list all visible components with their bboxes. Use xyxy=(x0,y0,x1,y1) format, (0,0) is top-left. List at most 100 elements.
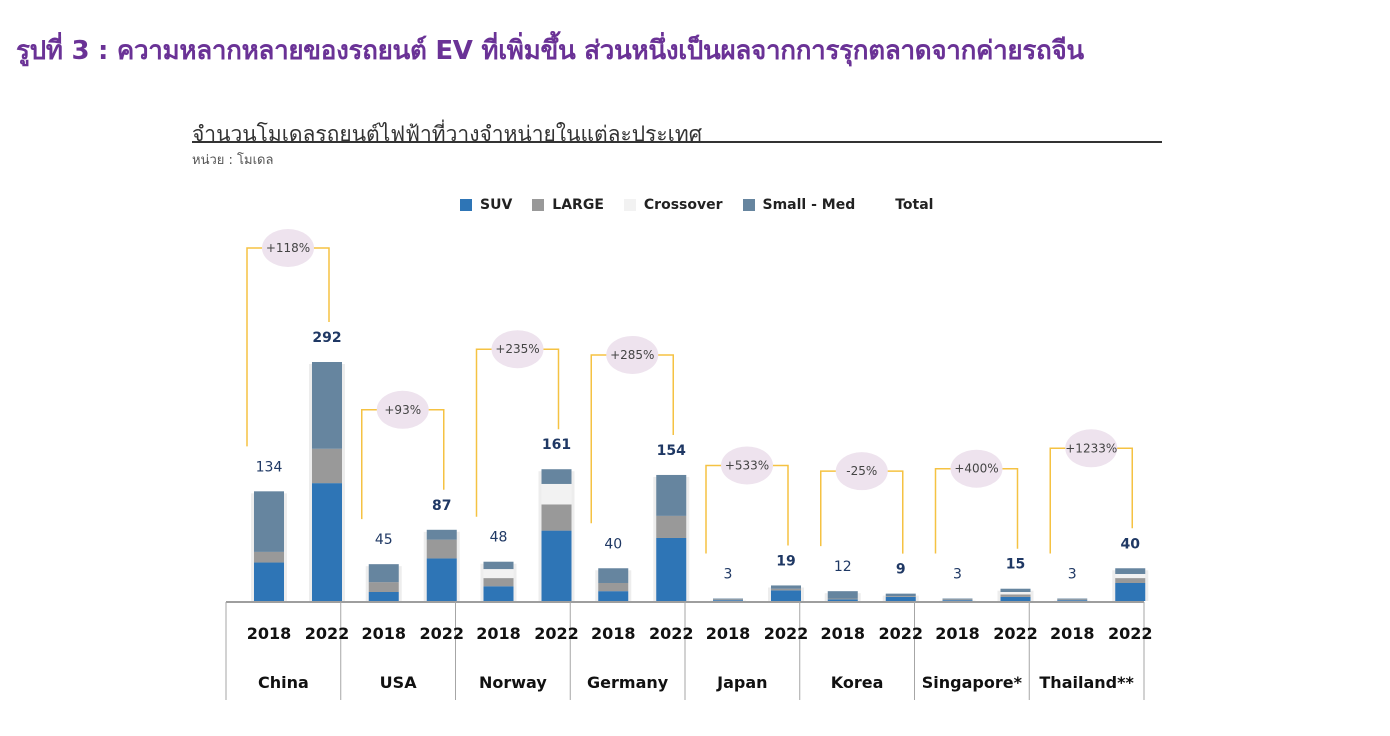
value-label-2018: 3 xyxy=(1068,567,1077,583)
bar-segment-large xyxy=(254,551,284,563)
bar-segment-large xyxy=(827,598,858,600)
bar-segment-suv xyxy=(656,537,687,601)
year-tick-label: 2022 xyxy=(764,624,809,643)
bar-segment-small-med xyxy=(1000,588,1031,592)
value-label-2022: 154 xyxy=(657,443,686,459)
bar-segment-small-med xyxy=(254,491,284,552)
value-label-2022: 15 xyxy=(1006,557,1025,573)
year-tick-label: 2022 xyxy=(419,624,464,643)
value-label-2022: 87 xyxy=(432,498,451,514)
bar-segment-suv xyxy=(771,590,801,601)
legend-item-crossover: Crossover xyxy=(623,197,723,213)
legend-label-total: Total xyxy=(895,197,934,213)
bar-segment-small-med xyxy=(885,593,916,597)
bar-segment-small-med xyxy=(1057,598,1088,600)
bar-segment-crossover xyxy=(1115,573,1146,579)
bar-segment-suv xyxy=(885,596,916,601)
page-title: รูปที่ 3 : ความหลากหลายของรถยนต์ EV ที่เ… xyxy=(16,36,1084,66)
bar-segment-small-med xyxy=(771,585,801,589)
year-tick-label: 2022 xyxy=(649,624,694,643)
bar-segment-small-med xyxy=(426,529,457,540)
change-label: +235% xyxy=(495,342,539,356)
bar-segment-small-med xyxy=(312,362,342,449)
change-label: +533% xyxy=(725,458,769,472)
bar-segment-small-med xyxy=(1115,568,1146,574)
year-tick-label: 2018 xyxy=(935,624,980,643)
legend-swatch-small-med xyxy=(742,199,755,211)
legend-item-large: LARGE xyxy=(532,197,604,213)
bar-segment-suv xyxy=(1115,582,1146,601)
bar-segment-large xyxy=(541,504,572,531)
legend-swatch-crossover xyxy=(623,199,636,211)
year-tick-label: 2018 xyxy=(706,624,751,643)
bar-segment-small-med xyxy=(827,591,858,599)
bar-segment-small-med xyxy=(598,568,629,583)
value-label-2022: 9 xyxy=(896,562,906,578)
change-label: +285% xyxy=(610,348,654,362)
bar-segment-small-med xyxy=(713,598,743,600)
bar-segment-large xyxy=(942,599,973,601)
change-bubble xyxy=(721,446,773,485)
bar-segment-large xyxy=(713,599,743,601)
chart-legend: SUV LARGE Crossover Small - Med Total xyxy=(460,195,953,215)
value-label-2022: 19 xyxy=(776,553,795,569)
bar-segment-large xyxy=(312,448,342,484)
bar-segment-small-med xyxy=(368,564,399,583)
bar-segment-crossover xyxy=(541,483,572,505)
country-tick-label: China xyxy=(258,673,309,692)
bar-segment-large xyxy=(1057,599,1088,601)
change-label: +400% xyxy=(954,462,998,476)
bar-segment-suv xyxy=(541,530,572,601)
value-label-2018: 40 xyxy=(604,536,622,552)
country-tick-label: Thailand** xyxy=(1039,673,1134,692)
bar-segment-suv xyxy=(1000,596,1031,601)
country-tick-label: Norway xyxy=(479,673,547,692)
bar-segment-suv xyxy=(713,600,743,601)
bar-segment-suv xyxy=(254,562,284,601)
bar-segment-crossover xyxy=(1000,591,1031,595)
country-tick-label: Germany xyxy=(587,673,669,692)
bar-segment-large xyxy=(483,578,514,587)
bar-segment-large xyxy=(656,515,687,538)
country-tick-label: Japan xyxy=(716,673,767,692)
unit-label: หน่วย : โมเดล xyxy=(192,153,274,168)
legend-label-suv: SUV xyxy=(480,197,513,213)
value-label-2022: 40 xyxy=(1121,536,1141,552)
year-tick-label: 2018 xyxy=(476,624,521,643)
change-bubble xyxy=(950,449,1003,488)
country-tick-label: USA xyxy=(380,673,418,692)
title-underline xyxy=(192,141,1162,143)
bar-segment-large xyxy=(885,596,916,597)
change-label: +118% xyxy=(266,241,310,255)
country-tick-label: Singapore* xyxy=(922,673,1023,692)
value-label-2022: 292 xyxy=(312,330,341,346)
year-tick-label: 2022 xyxy=(534,624,579,643)
bar-segment-large xyxy=(426,539,457,559)
change-bubble xyxy=(606,335,659,374)
year-tick-label: 2018 xyxy=(361,624,406,643)
bar-segment-small-med xyxy=(656,474,687,516)
bar-segment-large xyxy=(368,582,399,592)
bar-segment-suv xyxy=(598,591,629,601)
country-tick-label: Korea xyxy=(831,673,884,692)
bar-segment-small-med xyxy=(483,561,514,570)
year-tick-label: 2018 xyxy=(247,624,292,643)
bar-segment-small-med xyxy=(541,469,572,484)
bar-segment-large xyxy=(771,588,801,591)
bar-segment-suv xyxy=(942,600,973,601)
year-tick-label: 2022 xyxy=(993,624,1038,643)
bar-segment-suv xyxy=(426,558,457,601)
change-label: +1233% xyxy=(1065,441,1117,455)
value-label-2018: 45 xyxy=(375,532,393,548)
change-bubble xyxy=(1065,429,1118,468)
legend-label-crossover: Crossover xyxy=(643,197,723,213)
change-bubble xyxy=(835,452,888,491)
value-label-2018: 3 xyxy=(953,567,962,583)
year-tick-label: 2022 xyxy=(305,624,350,643)
legend-label-small-med: Small - Med xyxy=(762,197,856,213)
change-label: -25% xyxy=(846,464,877,478)
bar-segment-crossover xyxy=(483,569,514,579)
change-label: +93% xyxy=(384,403,421,417)
year-tick-label: 2018 xyxy=(820,624,865,643)
